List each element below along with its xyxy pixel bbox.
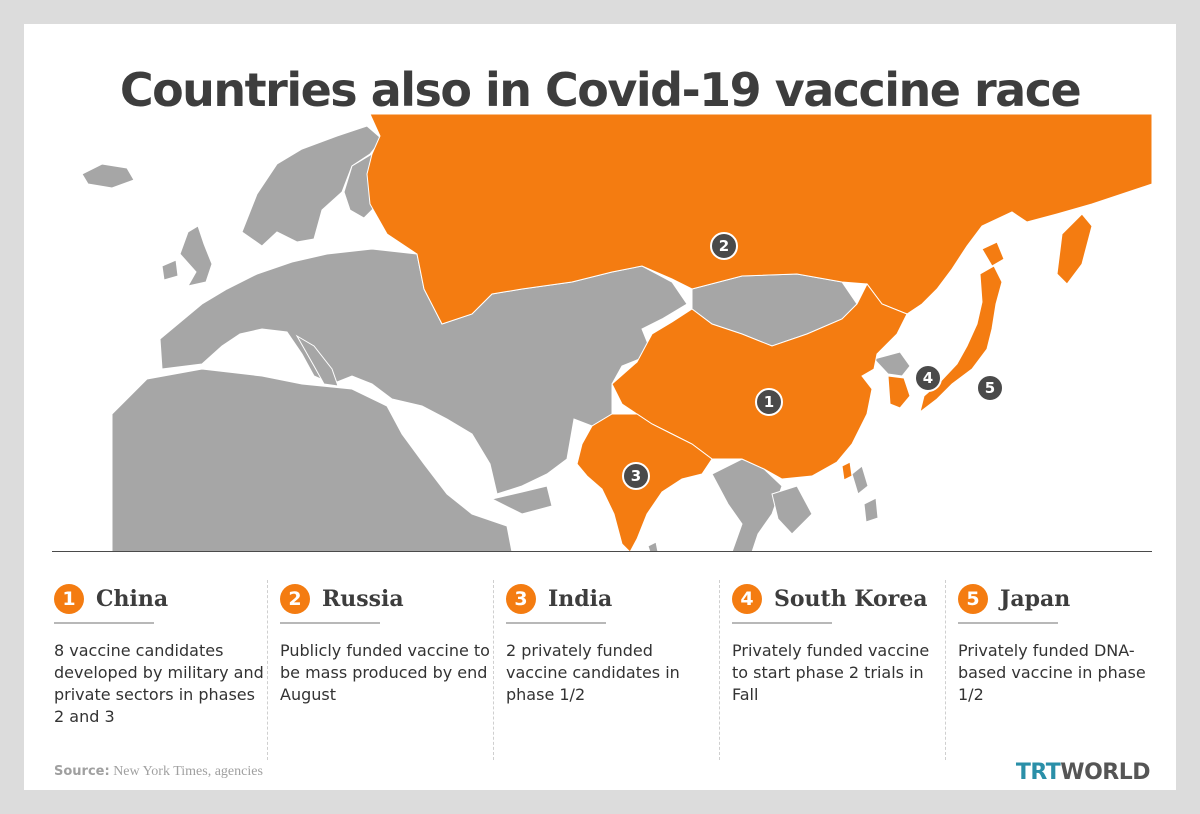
infographic-card: Countries also in Covid-19 vaccine race	[24, 24, 1176, 790]
underline	[732, 622, 832, 624]
underline	[506, 622, 606, 624]
logo-part-world: WORLD	[1060, 760, 1150, 785]
number-badge: 1	[54, 584, 84, 614]
separator	[945, 580, 947, 760]
logo-part-trt: TRT	[1015, 760, 1061, 785]
country-name: South Korea	[774, 586, 928, 612]
panel-japan: 5 Japan Privately funded DNA-based vacci…	[958, 584, 1168, 706]
marker-label: 4	[923, 369, 933, 387]
divider	[52, 551, 1152, 552]
marker-label: 1	[764, 393, 774, 411]
number-badge: 5	[958, 584, 988, 614]
grey-land	[81, 125, 911, 552]
marker-india[interactable]: 3	[622, 462, 650, 490]
panel-south-korea: 4 South Korea Privately funded vaccine t…	[732, 584, 942, 706]
panel-china: 1 China 8 vaccine candidates developed b…	[54, 584, 264, 728]
country-description: Privately funded DNA-based vaccine in ph…	[958, 641, 1146, 704]
source-text: New York Times, agencies	[109, 764, 263, 779]
country-description: Publicly funded vaccine to be mass produ…	[280, 641, 490, 704]
south-korea-shape	[887, 375, 911, 409]
highlighted-countries	[366, 114, 1152, 552]
panel-russia: 2 Russia Publicly funded vaccine to be m…	[280, 584, 490, 706]
panel-india: 3 India 2 privately funded vaccine candi…	[506, 584, 716, 706]
separator	[493, 580, 495, 760]
page-title: Countries also in Covid-19 vaccine race	[119, 63, 1082, 117]
marker-japan[interactable]: 5	[976, 374, 1004, 402]
number-badge: 4	[732, 584, 762, 614]
russia-shape	[366, 114, 1152, 325]
country-name: Japan	[1000, 586, 1071, 612]
country-description: Privately funded vaccine to start phase …	[732, 641, 930, 704]
underline	[958, 622, 1058, 624]
underline	[280, 622, 380, 624]
map-markers: 1 2 3 4 5	[622, 232, 1004, 490]
map: 1 2 3 4 5	[81, 114, 1152, 552]
marker-china[interactable]: 1	[755, 388, 783, 416]
separator	[719, 580, 721, 760]
marker-label: 5	[985, 379, 995, 397]
separator	[267, 580, 269, 760]
marker-label: 2	[719, 237, 729, 255]
marker-label: 3	[631, 467, 641, 485]
country-description: 8 vaccine candidates developed by milita…	[54, 641, 264, 726]
country-name: Russia	[322, 586, 404, 612]
number-badge: 2	[280, 584, 310, 614]
trt-world-logo: TRTWORLD	[1015, 760, 1151, 785]
country-description: 2 privately funded vaccine candidates in…	[506, 641, 680, 704]
country-name: China	[96, 586, 169, 612]
country-name: India	[548, 586, 613, 612]
source-label: Source:	[54, 764, 110, 779]
source-credit: Source: New York Times, agencies	[54, 764, 263, 780]
japan-shape	[919, 265, 1003, 414]
underline	[54, 622, 154, 624]
marker-south-korea[interactable]: 4	[914, 364, 942, 392]
marker-russia[interactable]: 2	[710, 232, 738, 260]
number-badge: 3	[506, 584, 536, 614]
